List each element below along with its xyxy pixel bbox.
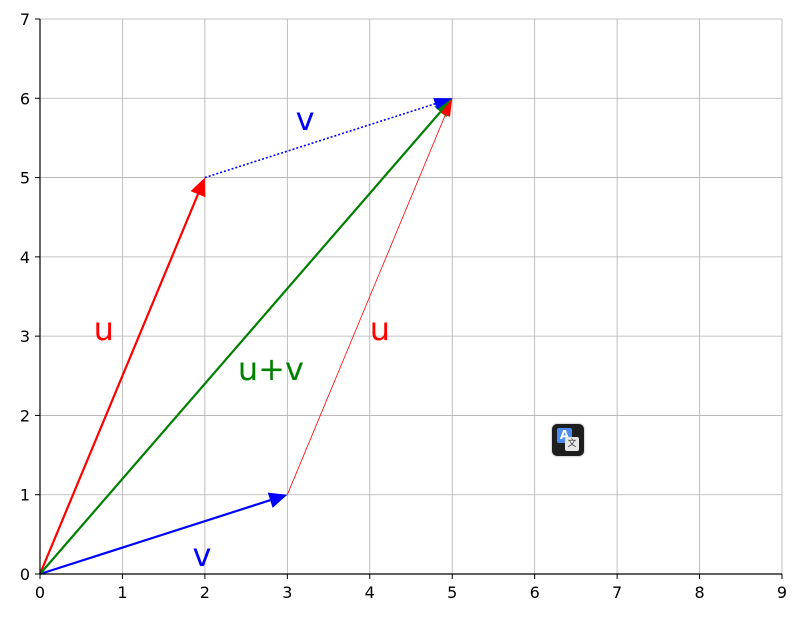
x-tick-label: 9 bbox=[777, 583, 787, 602]
vector-shaft bbox=[38, 193, 199, 575]
vector-shaft bbox=[286, 98, 453, 495]
vector-u-thin bbox=[286, 98, 453, 495]
vector-shaft bbox=[39, 111, 442, 575]
y-tick-label: 7 bbox=[20, 10, 30, 29]
vector-labels: u u u+v v v bbox=[94, 100, 390, 574]
vector-shaft bbox=[204, 97, 453, 179]
x-tick-label: 2 bbox=[200, 583, 210, 602]
y-tick-label: 1 bbox=[20, 486, 30, 505]
vector-head bbox=[267, 492, 288, 508]
translate-icon[interactable]: A 文 bbox=[552, 424, 584, 456]
x-tick-label: 6 bbox=[530, 583, 540, 602]
x-tick-label: 0 bbox=[35, 583, 45, 602]
vector-head bbox=[190, 177, 206, 198]
vector-label-v: v bbox=[193, 536, 212, 574]
y-tick-label: 0 bbox=[20, 565, 30, 584]
vector-u-arrow bbox=[38, 177, 206, 575]
vectors bbox=[38, 97, 453, 576]
x-tick-label: 8 bbox=[694, 583, 704, 602]
x-tick-label: 1 bbox=[117, 583, 127, 602]
vector-head bbox=[440, 98, 453, 117]
vector-label-u: u bbox=[370, 310, 390, 348]
y-tick-label: 4 bbox=[20, 248, 30, 267]
grid bbox=[39, 18, 783, 575]
vector-v-arrow bbox=[39, 492, 288, 576]
vector-label-uplusv: u+v bbox=[238, 350, 304, 388]
x-tick-label: 3 bbox=[282, 583, 292, 602]
vector-shaft bbox=[39, 499, 271, 576]
axes: 0 1 2 3 4 5 6 7 8 9 0 1 2 3 4 5 6 7 bbox=[20, 10, 787, 602]
y-tick-label: 5 bbox=[20, 169, 30, 188]
vector-v-dotted bbox=[204, 97, 453, 179]
x-tick-label: 4 bbox=[365, 583, 375, 602]
translate-glyph-b: 文 bbox=[565, 437, 579, 451]
y-tick-label: 3 bbox=[20, 327, 30, 346]
x-tick-label: 5 bbox=[447, 583, 457, 602]
vector-label-v: v bbox=[296, 100, 315, 138]
vector-head bbox=[433, 98, 453, 110]
x-tick-label: 7 bbox=[612, 583, 622, 602]
y-tick-label: 2 bbox=[20, 406, 30, 425]
y-tick-label: 6 bbox=[20, 89, 30, 108]
vector-label-u: u bbox=[94, 310, 114, 348]
